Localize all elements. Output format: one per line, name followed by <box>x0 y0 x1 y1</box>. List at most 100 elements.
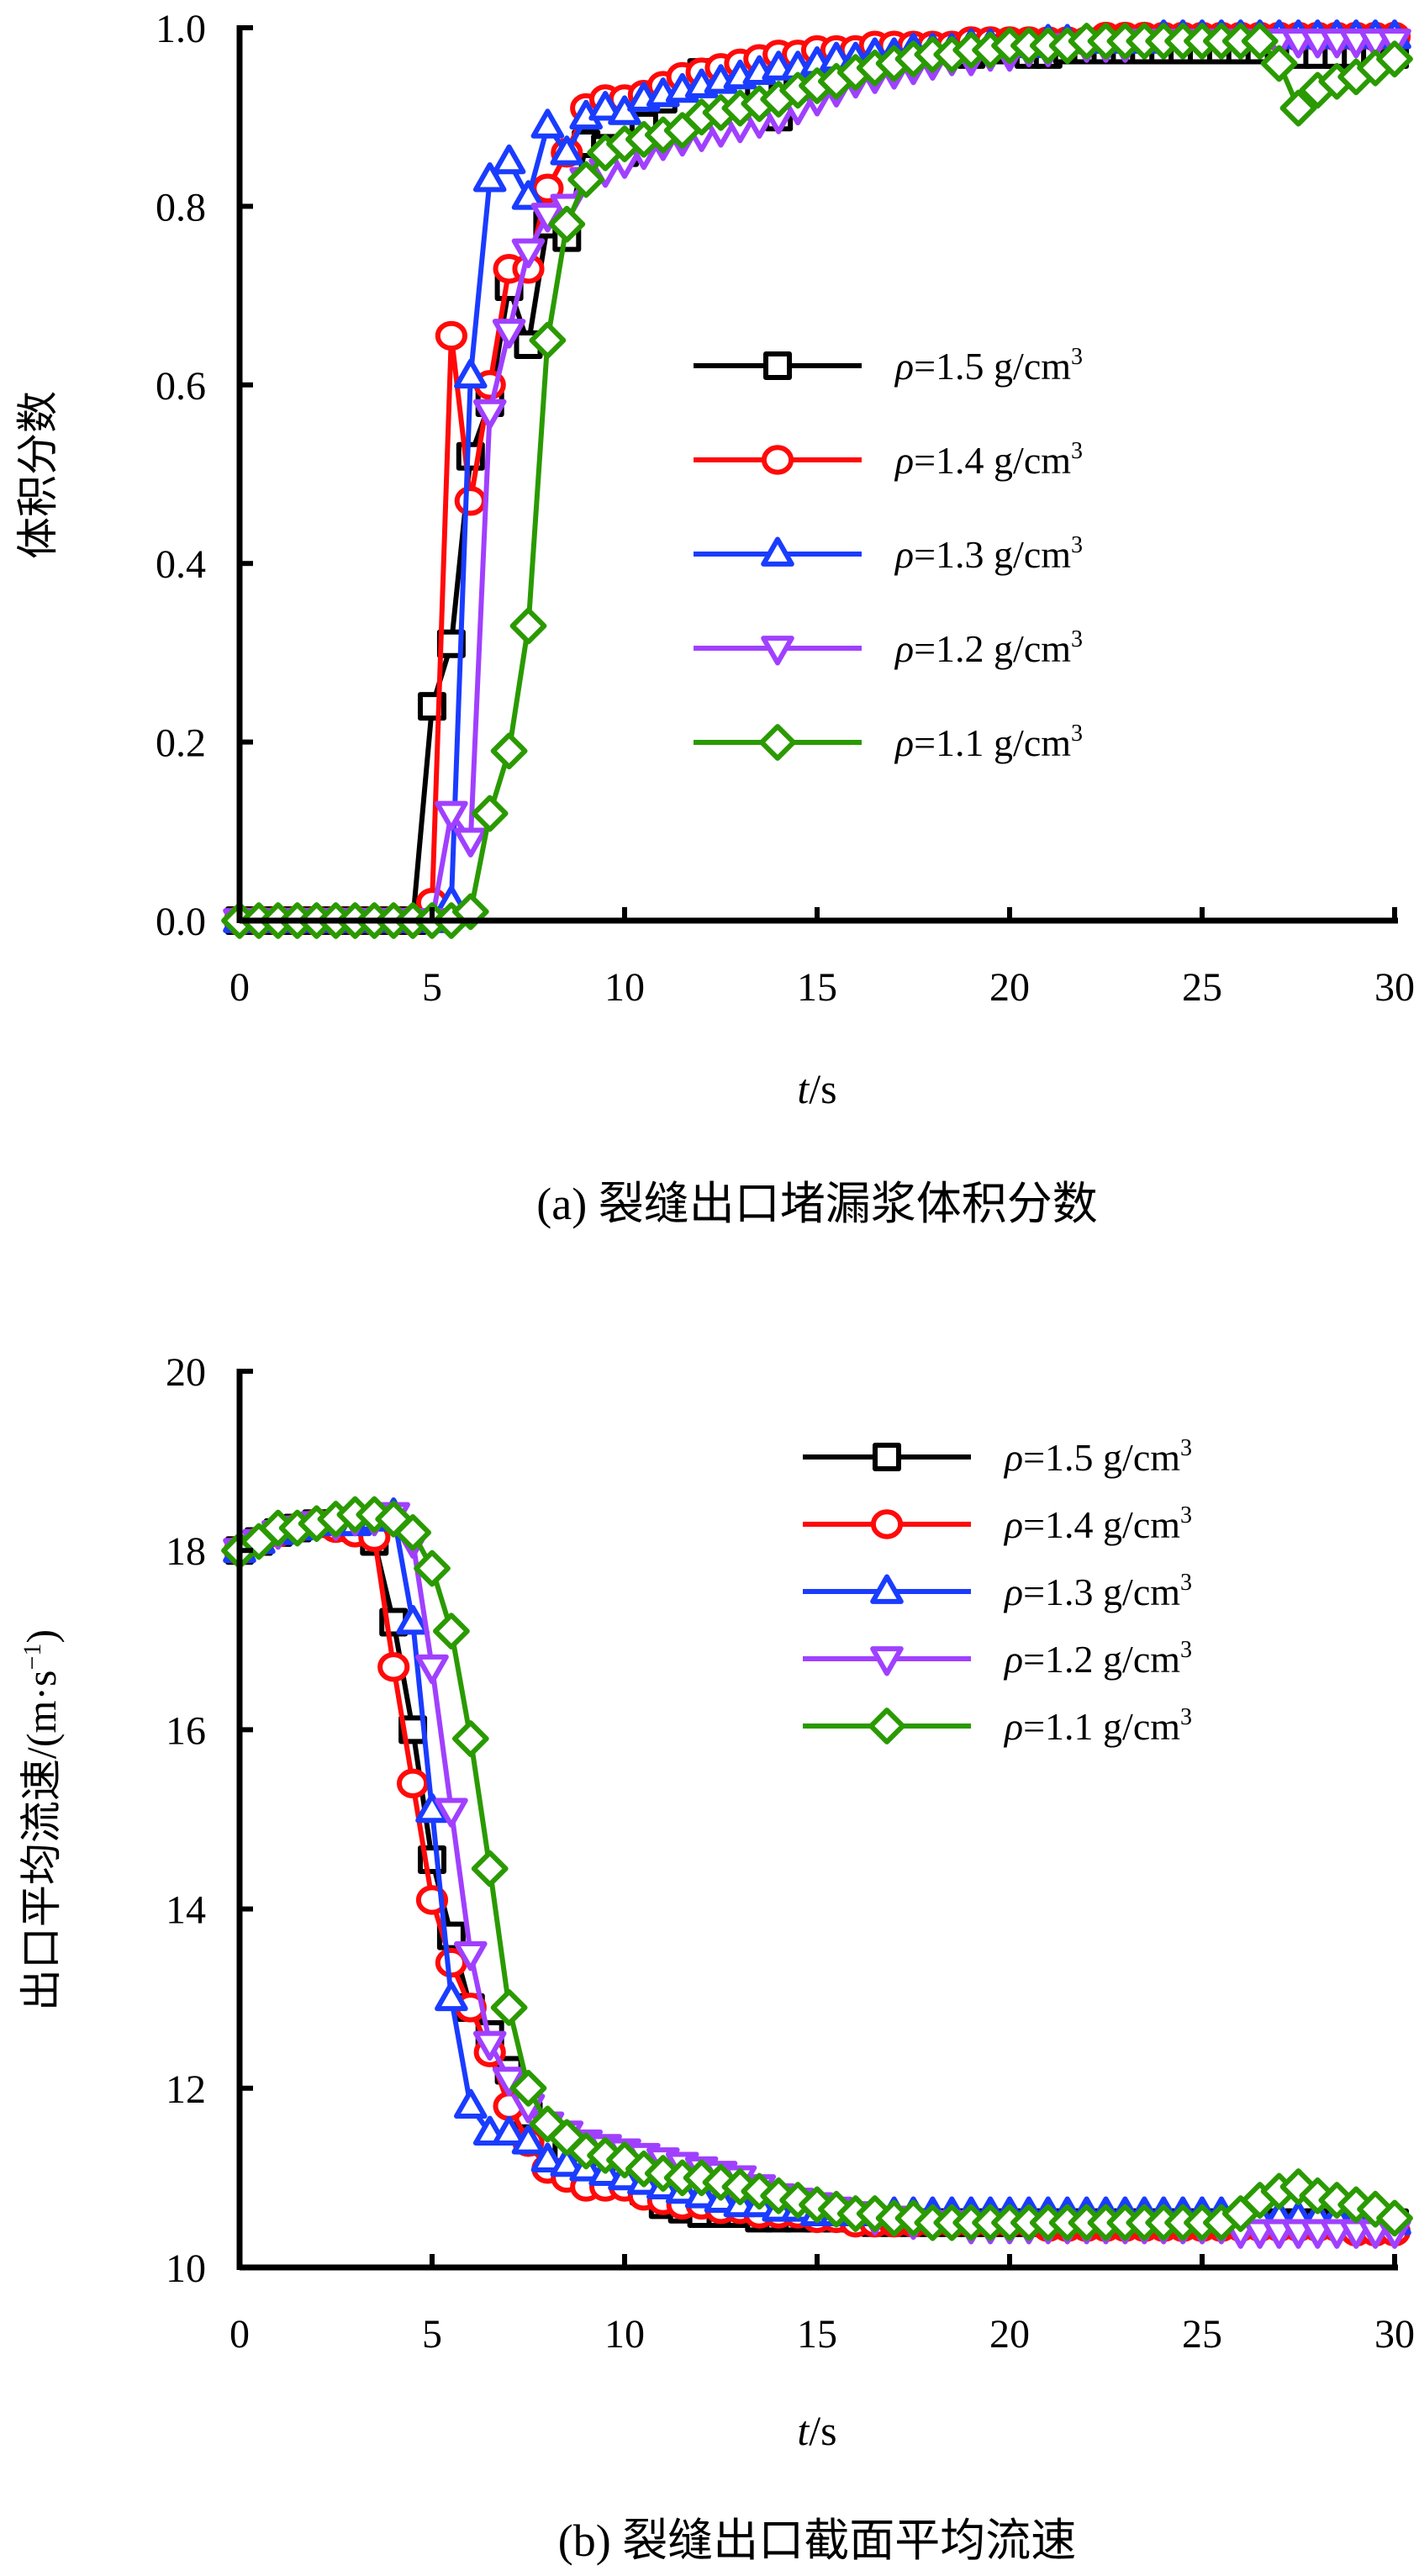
y-tick-label: 12 <box>166 2067 206 2112</box>
data-point <box>396 1604 430 1635</box>
data-point <box>490 732 528 770</box>
x-axis-label-unit: /s <box>809 1065 836 1112</box>
legend-label: ρ=1.2 g/cm3 <box>894 626 1083 670</box>
data-point <box>548 205 586 243</box>
y-tick-label: 14 <box>166 1888 206 1933</box>
series-line <box>240 38 1396 923</box>
series-triangle-up <box>223 19 1411 933</box>
legend-marker <box>761 636 794 666</box>
x-axis-label-var: t <box>797 1065 810 1112</box>
data-point <box>472 2030 507 2061</box>
legend-item: ρ=1.4 g/cm3 <box>694 438 1083 482</box>
data-point <box>377 1652 410 1682</box>
data-point <box>397 1768 430 1799</box>
legend-marker <box>761 445 794 475</box>
data-point <box>490 1988 528 2026</box>
legend-label: ρ=1.4 g/cm3 <box>1003 1502 1192 1546</box>
data-point <box>567 161 605 198</box>
data-point <box>454 486 487 516</box>
data-point <box>394 1513 431 1551</box>
tick-labels: 0 5 10 15 20 25 30 10 12 14 16 18 20 <box>166 1350 1415 2357</box>
x-axis-label-unit: /s <box>809 2407 836 2454</box>
series-line <box>240 47 1395 923</box>
data-point <box>414 1549 451 1587</box>
data-point <box>435 1797 468 1828</box>
legend-marker <box>870 1574 904 1604</box>
legend-item: ρ=1.1 g/cm3 <box>803 1704 1192 1748</box>
data-point <box>492 144 526 175</box>
data-point <box>435 320 468 351</box>
data-point <box>529 321 567 359</box>
data-point <box>451 1720 489 1757</box>
caption-a: (a) 裂缝出口堵漏浆体积分数 <box>536 1179 1097 1229</box>
data-point <box>472 162 507 193</box>
data-point <box>1279 89 1317 127</box>
axes <box>236 25 1398 924</box>
legend-marker <box>873 1443 901 1471</box>
legend-marker <box>761 536 794 567</box>
y-tick-label: 1.0 <box>156 7 206 51</box>
data-point <box>530 2142 565 2172</box>
legend-item: ρ=1.2 g/cm3 <box>694 626 1083 670</box>
x-tick-label: 10 <box>604 965 645 1010</box>
x-axis-label: t/s <box>797 1065 836 1112</box>
y-tick-label: 0.8 <box>156 185 206 230</box>
legend: ρ=1.5 g/cm3 ρ=1.4 g/cm3 ρ=1.3 g/cm3 ρ=1.2 g… <box>803 1435 1192 1748</box>
data-point <box>435 1981 468 2012</box>
y-tick-label: 0.6 <box>156 364 206 409</box>
data-point <box>550 135 584 166</box>
data-point <box>1376 2199 1413 2237</box>
legend-label: ρ=1.5 g/cm3 <box>894 344 1083 388</box>
data-point <box>415 1654 449 1685</box>
y-tick-label: 18 <box>166 1529 206 1574</box>
data-point <box>435 800 468 831</box>
x-tick-label: 0 <box>229 2312 250 2357</box>
data-point <box>472 399 507 430</box>
x-tick-label: 30 <box>1374 965 1415 1010</box>
axes <box>236 1369 1398 2271</box>
x-axis-label-var: t <box>797 2407 810 2454</box>
x-tick-label: 10 <box>604 2312 645 2357</box>
y-tick-label: 0.2 <box>156 721 206 766</box>
y-axis-label-sup: −1 <box>18 1644 46 1671</box>
data-point <box>454 827 488 858</box>
x-tick-label: 5 <box>422 2312 442 2357</box>
legend-label: ρ=1.3 g/cm3 <box>894 532 1083 576</box>
series-circle <box>223 21 1411 936</box>
data-point <box>588 91 622 121</box>
legend: ρ=1.5 g/cm3 ρ=1.4 g/cm3 ρ=1.3 g/cm3 ρ=1.2 g… <box>694 344 1083 764</box>
y-tick-label: 10 <box>166 2246 206 2291</box>
legend-item: ρ=1.1 g/cm3 <box>694 721 1083 764</box>
legend-item: ρ=1.4 g/cm3 <box>803 1502 1192 1546</box>
data-point <box>1376 40 1413 78</box>
data-point <box>530 108 565 139</box>
y-axis-label: 出口平均流速/(m·s−1) <box>18 1629 65 2011</box>
series-diamond <box>221 1496 1413 2241</box>
data-point <box>509 2069 547 2107</box>
data-point <box>509 607 547 645</box>
y-axis-label: 体积分数 <box>14 391 61 559</box>
series-line <box>240 34 1395 923</box>
legend-label: ρ=1.1 g/cm3 <box>894 721 1083 764</box>
data-point <box>454 2088 488 2119</box>
x-tick-label: 5 <box>422 965 442 1010</box>
series-triangle-down <box>223 29 1411 938</box>
series-line <box>240 38 1395 923</box>
x-tick-label: 15 <box>797 2312 837 2357</box>
series-diamond <box>221 23 1413 939</box>
x-tick-label: 0 <box>229 965 250 1010</box>
legend-marker <box>868 1708 905 1745</box>
legend-item: ρ=1.5 g/cm3 <box>694 344 1083 388</box>
legend-marker <box>870 1646 904 1676</box>
y-tick-label: 20 <box>166 1350 206 1395</box>
legend-marker <box>870 1509 904 1539</box>
y-axis-label-end: ) <box>18 1629 65 1644</box>
data-point <box>454 1941 488 1972</box>
legend-item: ρ=1.5 g/cm3 <box>803 1435 1192 1479</box>
legend-label: ρ=1.2 g/cm3 <box>1003 1637 1192 1681</box>
x-tick-label: 30 <box>1374 2312 1415 2357</box>
y-axis-label-text: 出口平均流速/(m·s <box>18 1671 65 2012</box>
y-tick-label: 0.0 <box>156 900 206 944</box>
